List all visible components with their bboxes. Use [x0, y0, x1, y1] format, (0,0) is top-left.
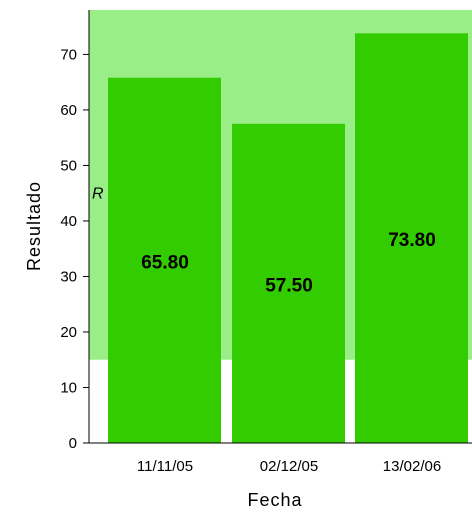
y-tick-label-6: 60 — [60, 102, 77, 119]
y-axis-title: Resultado — [24, 181, 44, 271]
bar-0 — [108, 77, 221, 443]
y-tick-label-7: 70 — [60, 46, 77, 63]
x-tick-label-0: 11/11/05 — [137, 458, 193, 475]
y-tick-label-0: 0 — [69, 435, 77, 452]
reference-band-label: R — [92, 186, 104, 203]
bar-2 — [355, 33, 468, 444]
x-tick-label-2: 13/02/06 — [383, 458, 441, 475]
axes-layer — [83, 10, 472, 444]
y-tick-label-1: 10 — [60, 379, 77, 396]
y-tick-label-4: 40 — [60, 213, 77, 230]
x-tick-label-1: 02/12/05 — [260, 458, 318, 475]
labels-layer: R 65.80 11/11/05 57.50 02/12/05 73.80 13/02/06… — [24, 46, 441, 510]
bar-value-label-1: 57.50 — [265, 275, 313, 296]
x-axis-title: Fecha — [247, 490, 302, 510]
bar-value-label-2: 73.80 — [388, 230, 436, 251]
bar-value-label-0: 65.80 — [141, 252, 189, 273]
y-tick-label-2: 20 — [60, 324, 77, 341]
bar-1 — [232, 123, 345, 444]
y-tick-label-5: 50 — [60, 157, 77, 174]
y-tick-label-3: 30 — [60, 268, 77, 285]
bars-layer — [108, 33, 468, 444]
